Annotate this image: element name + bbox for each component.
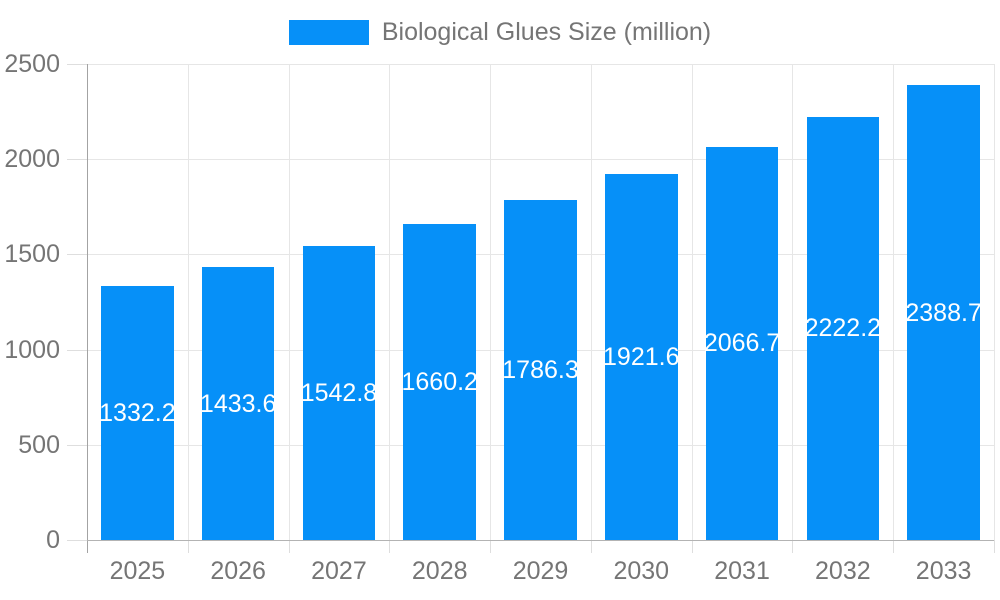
x-tick: [691, 540, 693, 553]
x-tick-label: 2026: [210, 557, 266, 585]
bar: [201, 267, 275, 540]
y-tick-label: 1500: [4, 240, 60, 269]
x-gridline: [893, 64, 895, 540]
x-tick: [590, 540, 592, 553]
x-gridline: [994, 64, 995, 540]
bar: [302, 246, 376, 540]
legend-label: Biological Glues Size (million): [381, 18, 712, 46]
x-gridline: [490, 64, 492, 540]
bar-value-label: 1433.6: [199, 389, 277, 418]
x-tick: [490, 540, 492, 553]
x-tick-label: 2032: [815, 557, 871, 585]
y-tick: [67, 64, 87, 65]
x-tick: [994, 540, 995, 553]
legend-swatch[interactable]: [288, 20, 369, 45]
x-tick: [792, 540, 794, 553]
y-tick: [67, 444, 87, 446]
bar-value-label: 2388.7: [905, 298, 982, 327]
x-axis-line: [87, 540, 994, 541]
bar-value-label: 2066.7: [703, 329, 781, 358]
y-tick: [67, 254, 87, 256]
x-tick: [187, 540, 189, 553]
x-tick-label: 2028: [411, 557, 468, 585]
x-tick-label: 2027: [311, 557, 367, 585]
x-gridline: [288, 64, 290, 540]
bar-value-label: 1332.2: [99, 399, 176, 428]
x-tick-label: 2030: [613, 557, 670, 585]
bar: [604, 174, 678, 540]
x-tick: [288, 540, 290, 553]
x-gridline: [187, 64, 189, 540]
y-tick: [67, 159, 87, 161]
bar-value-label: 1542.8: [300, 379, 378, 408]
bar-value-label: 1921.6: [603, 343, 680, 372]
y-tick-label: 500: [18, 430, 60, 459]
bar-value-label: 2222.2: [804, 314, 882, 343]
bar: [705, 146, 779, 540]
x-gridline: [792, 64, 794, 540]
plot-area: 0 500 1000 1500 2000 2500 1332.2 2025 1433.6 2026…: [4, 50, 995, 585]
bar-value-label: 1786.3: [502, 355, 579, 384]
y-tick-label: 0: [46, 526, 60, 554]
legend[interactable]: Biological Glues Size (million): [0, 18, 1000, 47]
bar: [101, 286, 174, 540]
y-tick: [67, 540, 87, 541]
x-tick: [389, 540, 391, 553]
x-gridline: [691, 64, 693, 540]
bar: [504, 199, 577, 540]
y-gridline: [87, 159, 994, 161]
y-tick-label: 2500: [4, 50, 60, 78]
bar-value-label: 1660.2: [401, 367, 478, 396]
x-tick-label: 2031: [714, 557, 770, 585]
x-tick-label: 2033: [915, 557, 972, 585]
y-gridline: [87, 64, 994, 65]
bar: [403, 223, 476, 540]
y-axis-line: [87, 64, 88, 553]
bar: [806, 116, 880, 540]
x-tick-label: 2025: [109, 557, 166, 585]
y-tick-label: 2000: [4, 145, 60, 174]
x-gridline: [389, 64, 391, 540]
x-tick: [893, 540, 895, 553]
x-gridline: [590, 64, 592, 540]
y-tick-label: 1000: [4, 335, 60, 364]
bar: [907, 85, 980, 540]
y-tick: [67, 349, 87, 351]
x-tick-label: 2029: [512, 557, 569, 585]
